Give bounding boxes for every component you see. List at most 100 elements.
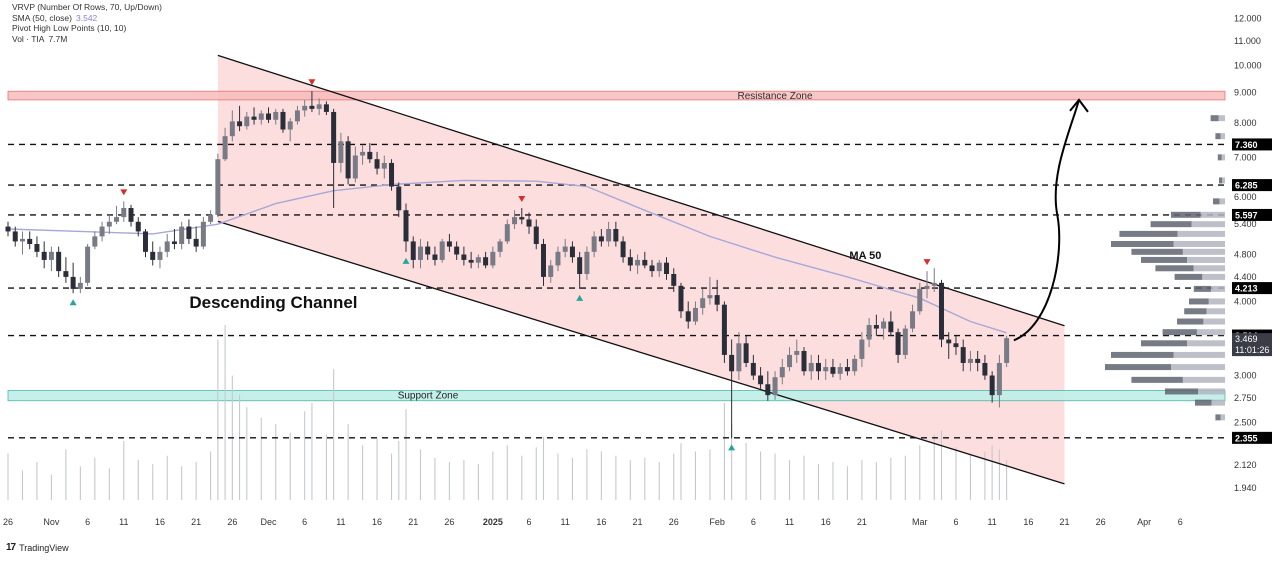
candle — [345, 136, 351, 185]
candle-body — [338, 141, 344, 163]
tradingview-branding[interactable]: 17 TradingView — [6, 542, 69, 553]
x-axis-tick-label: 26 — [3, 517, 13, 527]
candle — [895, 328, 901, 363]
volume-profile-row — [1171, 211, 1201, 218]
candle — [577, 251, 583, 289]
candle-body — [244, 116, 250, 127]
volume-profile-row — [1210, 285, 1225, 292]
candle-body — [548, 265, 554, 277]
volume-profile-row — [1213, 198, 1220, 205]
candle — [121, 201, 127, 222]
x-axis-tick-label: 21 — [191, 517, 201, 527]
legend-sma[interactable]: SMA (50, close) 3.542 — [12, 13, 162, 24]
candle — [823, 358, 829, 380]
candle — [417, 238, 423, 269]
volume-profile-row — [1111, 351, 1174, 358]
volume-profile-row — [1105, 364, 1171, 371]
candle — [70, 262, 76, 294]
ma-label: MA 50 — [849, 250, 881, 262]
candle-body — [953, 343, 959, 348]
volume-profile-row — [1119, 230, 1178, 237]
candle — [555, 246, 561, 272]
candle-body — [743, 343, 749, 363]
legend-pivots[interactable]: Pivot High Low Points (10, 10) — [12, 23, 127, 33]
candle-body — [504, 224, 510, 242]
y-axis-tick-label: 2.120 — [1234, 460, 1257, 470]
candle — [910, 304, 916, 333]
candle — [729, 339, 735, 439]
candle-body — [389, 162, 395, 187]
x-axis-tick-label: 6 — [302, 517, 307, 527]
volume-profile-row — [1206, 308, 1225, 315]
candle-body — [512, 217, 518, 225]
y-axis-tick-label: 9.000 — [1234, 88, 1257, 98]
candle — [540, 238, 546, 286]
candle — [743, 335, 749, 368]
candle — [852, 354, 858, 376]
y-axis-tick-label: 7.000 — [1234, 152, 1257, 162]
candle-body — [671, 273, 677, 286]
candle — [410, 236, 416, 269]
resistance-zone-label: Resistance Zone — [737, 91, 812, 102]
candle — [222, 127, 228, 162]
candle — [323, 101, 329, 116]
volume-profile-row — [1182, 248, 1225, 255]
y-axis-tick-label: 2.500 — [1234, 417, 1257, 427]
candle-body — [569, 246, 575, 258]
candle-body — [316, 104, 322, 109]
candle — [924, 271, 930, 299]
candle-body — [396, 186, 402, 211]
candle-body — [664, 262, 670, 274]
candle — [830, 358, 836, 378]
candle-body — [895, 332, 901, 355]
candle — [931, 268, 937, 292]
candle-body — [446, 241, 452, 247]
x-axis-tick-label: 11 — [336, 517, 345, 527]
candle — [721, 301, 727, 363]
candle-body — [540, 243, 546, 277]
x-axis-tick-label: Feb — [709, 517, 725, 527]
candle — [584, 246, 590, 280]
candle — [989, 371, 995, 403]
candle — [200, 217, 206, 250]
candle-body — [700, 298, 706, 308]
x-axis-tick-label: 21 — [633, 517, 643, 527]
candle — [12, 226, 18, 247]
candle — [808, 354, 814, 380]
volume-profile-row — [1173, 351, 1225, 358]
legend-volume[interactable]: Vol · TIA 7.7M — [12, 34, 162, 45]
candle — [620, 236, 626, 263]
candle-body — [439, 241, 445, 260]
candle-body — [577, 257, 583, 274]
candle-body — [873, 325, 879, 329]
candle-body — [555, 251, 561, 266]
y-axis-tick-label: 10.000 — [1234, 61, 1262, 71]
projection-arrowhead — [1069, 98, 1089, 113]
y-axis-tick-label: 4.800 — [1234, 249, 1257, 259]
legend-vrvp[interactable]: VRVP (Number Of Rows, 70, Up/Down) — [12, 2, 162, 12]
candle-body — [273, 111, 279, 120]
candle — [649, 259, 655, 277]
candle-body — [815, 362, 821, 372]
candle-body — [844, 367, 850, 372]
volume-profile-row — [1203, 318, 1225, 325]
candle-body — [787, 354, 793, 368]
candle — [5, 221, 11, 237]
pivot-high-marker — [518, 196, 526, 203]
x-axis-tick-label: 26 — [1096, 517, 1106, 527]
candle-body — [432, 254, 438, 260]
candle — [533, 219, 539, 250]
pivot-high-marker — [308, 79, 316, 86]
candle-body — [656, 262, 662, 272]
candle-body — [34, 243, 40, 252]
candle-body — [302, 105, 308, 111]
x-axis-tick-label: 11 — [561, 517, 570, 527]
candle-body — [454, 246, 460, 255]
candle — [186, 219, 192, 244]
candle — [707, 276, 713, 305]
volume-profile-row — [1196, 329, 1225, 336]
candle-body — [801, 350, 807, 372]
candle — [917, 282, 923, 315]
